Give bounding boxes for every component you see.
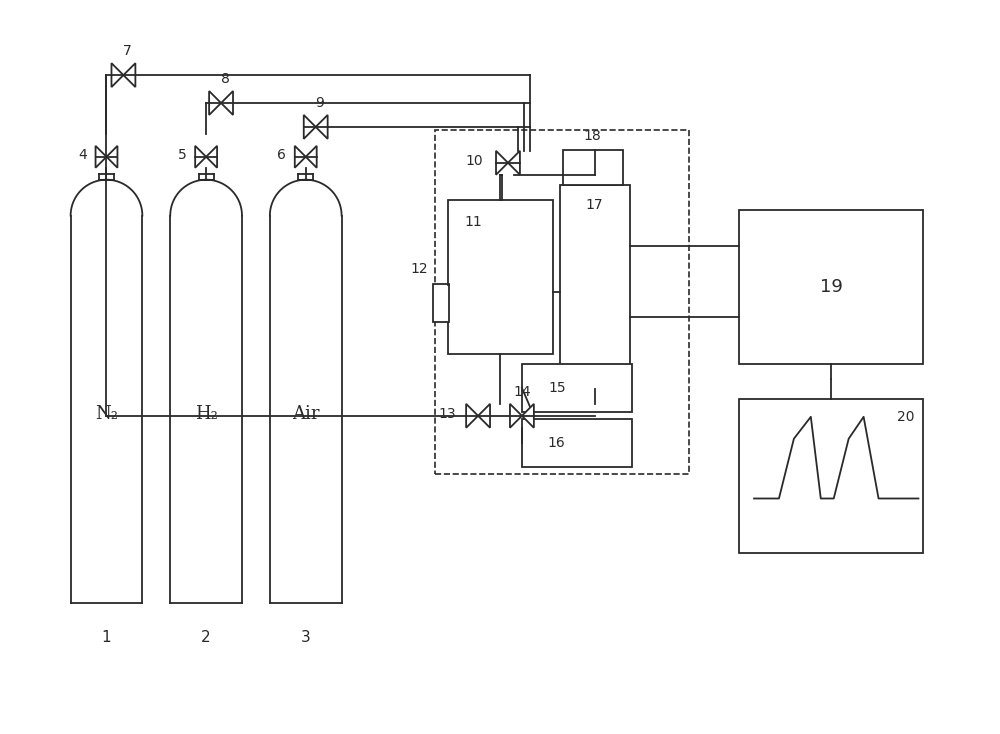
Text: 6: 6 — [277, 148, 286, 161]
Text: 11: 11 — [464, 214, 482, 228]
Text: 10: 10 — [465, 154, 483, 168]
Text: 15: 15 — [548, 381, 566, 395]
Text: 19: 19 — [820, 277, 843, 296]
Text: 1: 1 — [102, 631, 111, 645]
Polygon shape — [316, 115, 328, 139]
Polygon shape — [123, 63, 135, 87]
Text: Air: Air — [292, 405, 319, 423]
Bar — [560, 185, 630, 389]
Text: 12: 12 — [410, 262, 428, 276]
Polygon shape — [466, 404, 478, 428]
Polygon shape — [295, 146, 306, 168]
Bar — [435, 130, 689, 473]
Polygon shape — [96, 146, 106, 168]
Text: N₂: N₂ — [95, 405, 118, 423]
Text: 20: 20 — [897, 410, 914, 424]
Bar — [563, 150, 623, 185]
Polygon shape — [195, 146, 206, 168]
Text: H₂: H₂ — [195, 405, 218, 423]
Polygon shape — [306, 146, 317, 168]
Polygon shape — [522, 404, 534, 428]
Polygon shape — [111, 63, 123, 87]
Text: 14: 14 — [513, 385, 531, 399]
Text: 18: 18 — [584, 129, 602, 143]
Text: 4: 4 — [78, 148, 87, 161]
Text: 7: 7 — [123, 44, 132, 58]
Text: 3: 3 — [301, 631, 311, 645]
Bar — [739, 399, 923, 553]
Polygon shape — [510, 404, 522, 428]
Text: 9: 9 — [315, 96, 324, 110]
Bar — [448, 200, 553, 354]
Polygon shape — [304, 115, 316, 139]
Bar — [522, 419, 632, 467]
Text: 17: 17 — [586, 197, 603, 211]
Text: 16: 16 — [548, 436, 566, 450]
Polygon shape — [106, 146, 117, 168]
Polygon shape — [221, 91, 233, 115]
Text: 8: 8 — [221, 72, 229, 86]
Bar — [522, 364, 632, 412]
Bar — [739, 210, 923, 364]
Polygon shape — [206, 146, 217, 168]
Polygon shape — [508, 150, 520, 175]
Bar — [433, 284, 449, 322]
Text: 5: 5 — [177, 148, 186, 161]
Text: 2: 2 — [201, 631, 211, 645]
Polygon shape — [478, 404, 490, 428]
Text: 13: 13 — [439, 407, 456, 421]
Polygon shape — [209, 91, 221, 115]
Polygon shape — [496, 150, 508, 175]
